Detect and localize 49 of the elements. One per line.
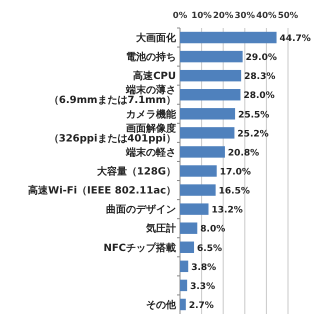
y-tick-label: 端末の薄さ（6.9mmまたは7.1mm） <box>48 84 176 106</box>
x-tick-label: 30% <box>234 11 256 21</box>
bar <box>180 32 277 44</box>
y-tick-label: 画面解像度（326ppiまたは401ppi） <box>48 122 176 144</box>
bar <box>180 70 242 82</box>
bar <box>180 89 240 100</box>
y-tick-label: 曲面のデザイン <box>106 204 176 216</box>
y-tick-label: 大容量（128G） <box>96 166 176 178</box>
data-label: 25.5% <box>238 110 270 120</box>
data-label: 25.2% <box>237 129 269 140</box>
y-tick-label: 高速CPU <box>133 70 176 82</box>
data-label: 2.7% <box>188 300 214 311</box>
bar <box>180 203 209 215</box>
data-label: 13.2% <box>212 206 243 216</box>
bar <box>180 50 243 62</box>
bar <box>180 298 186 310</box>
x-tick-label: 40% <box>256 11 278 21</box>
y-tick-label: 大画面化 <box>135 32 177 44</box>
bar <box>180 146 225 158</box>
data-label: 3.3% <box>190 282 216 292</box>
bar <box>180 184 216 196</box>
data-label: 28.3% <box>244 72 276 82</box>
y-tick-label: 気圧計 <box>145 222 176 235</box>
data-label: 20.8% <box>228 148 260 158</box>
bar <box>180 280 188 292</box>
data-label: 44.7% <box>280 34 311 44</box>
bar <box>180 260 188 272</box>
x-tick-label: 10% <box>191 11 212 21</box>
x-tick-label: 20% <box>213 11 234 21</box>
data-label: 6.5% <box>197 244 222 254</box>
x-tick-label: 0% <box>172 11 188 21</box>
data-label: 28.0% <box>243 91 275 102</box>
data-label: 8.0% <box>200 224 226 235</box>
y-tick-label: 端末の軽さ <box>125 146 176 158</box>
data-label: 3.8% <box>191 262 216 273</box>
bar <box>180 108 236 120</box>
y-tick-label: その他 <box>146 298 177 311</box>
bar <box>180 242 194 253</box>
y-tick-label: 電池の持ち <box>126 51 176 64</box>
y-tick-label: NFCチップ搭載 <box>103 242 176 254</box>
bar <box>180 127 234 139</box>
y-tick-label: 高速Wi-Fi（IEEE 802.11ac） <box>28 184 176 197</box>
bar <box>180 222 198 234</box>
bar <box>180 165 217 177</box>
data-label: 16.5% <box>218 186 250 197</box>
data-label: 17.0% <box>220 168 251 178</box>
data-label: 29.0% <box>246 53 277 64</box>
y-tick-label: カメラ機能 <box>126 108 177 120</box>
x-tick-label: 50% <box>278 11 299 21</box>
